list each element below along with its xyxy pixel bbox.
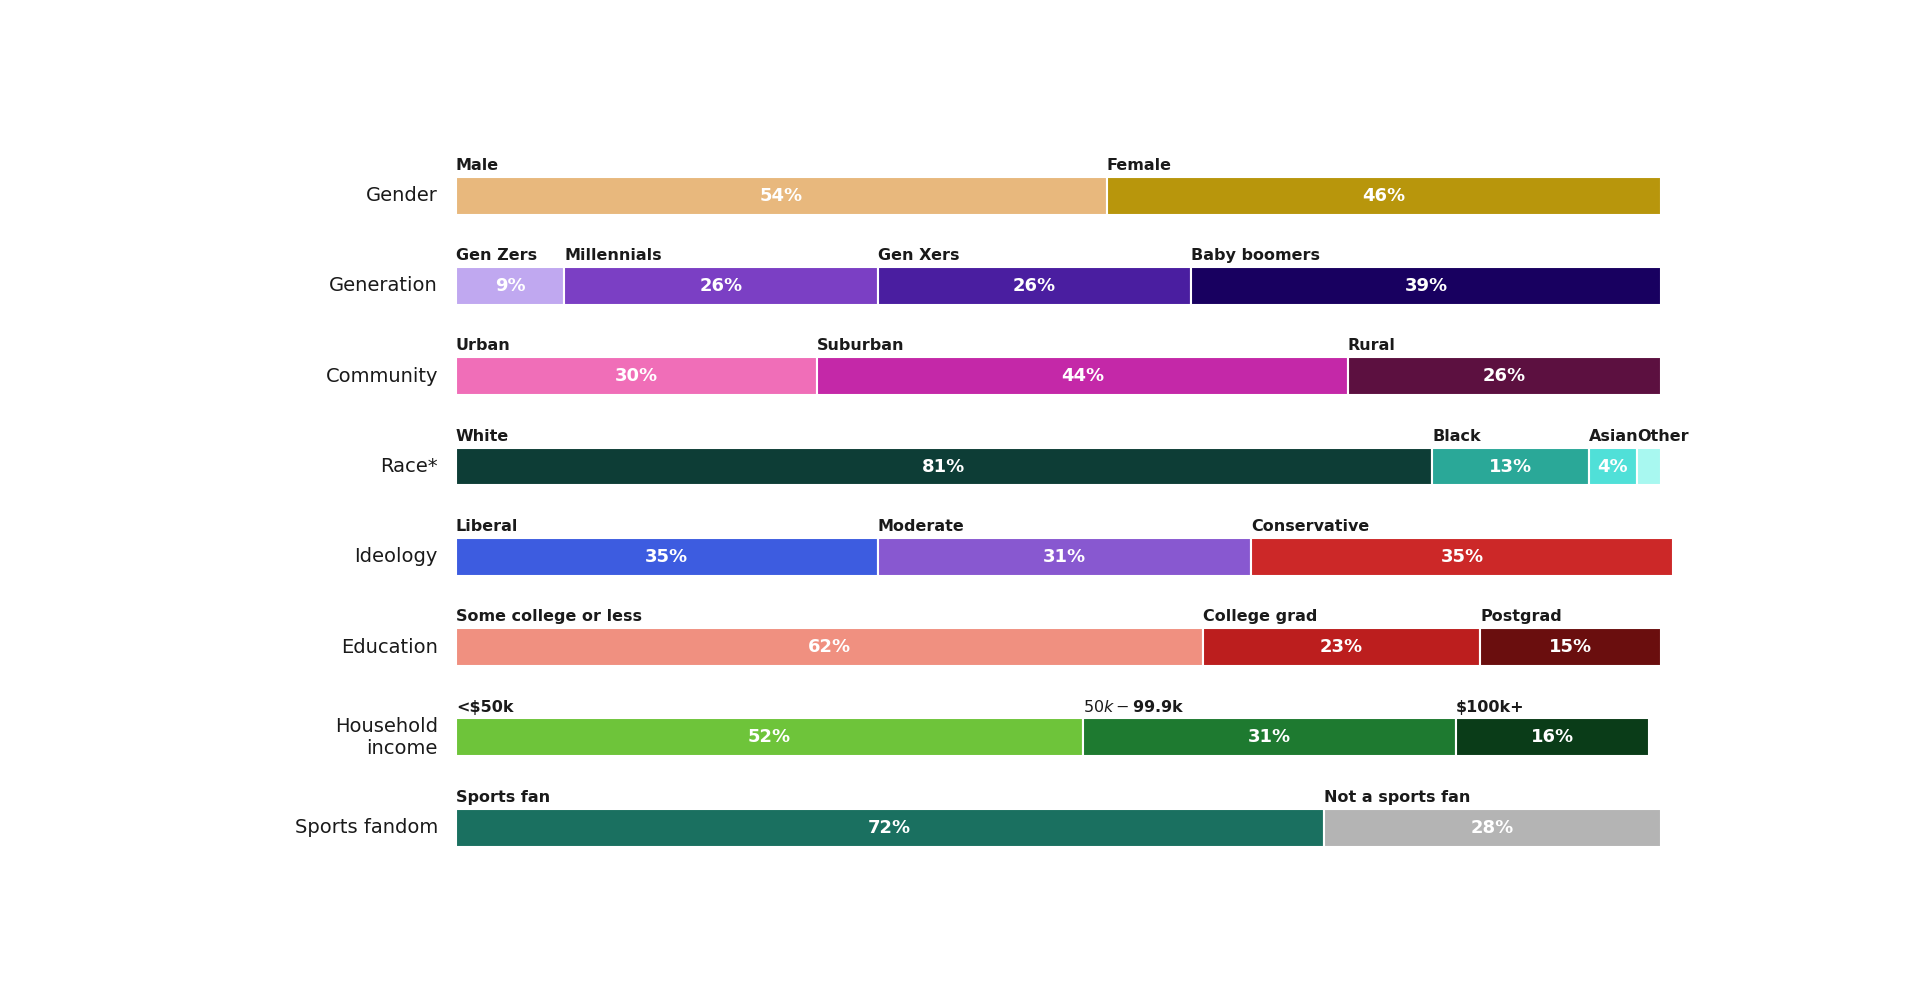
Text: Not a sports fan: Not a sports fan [1323,789,1471,805]
FancyBboxPatch shape [877,267,1190,305]
FancyBboxPatch shape [455,177,1106,215]
FancyBboxPatch shape [818,357,1348,395]
FancyBboxPatch shape [1106,177,1661,215]
Text: Other: Other [1638,429,1688,444]
FancyBboxPatch shape [1480,628,1661,666]
FancyBboxPatch shape [455,719,1083,756]
Text: Postgrad: Postgrad [1480,610,1563,625]
Text: 35%: 35% [645,548,687,566]
Text: Gen Xers: Gen Xers [877,249,960,263]
Text: White: White [455,429,509,444]
Text: College grad: College grad [1204,610,1317,625]
Text: 15%: 15% [1549,638,1592,656]
FancyBboxPatch shape [564,267,877,305]
Text: Race*: Race* [380,457,438,476]
FancyBboxPatch shape [1204,628,1480,666]
Text: 72%: 72% [868,818,912,836]
Text: Suburban: Suburban [818,338,904,353]
Text: Gen Zers: Gen Zers [455,249,538,263]
FancyBboxPatch shape [1588,447,1638,485]
FancyBboxPatch shape [455,808,1323,846]
Text: Conservative: Conservative [1252,519,1369,534]
Text: 23%: 23% [1321,638,1363,656]
Text: Education: Education [342,638,438,657]
FancyBboxPatch shape [1190,267,1661,305]
Text: <$50k: <$50k [455,700,513,715]
Text: Asian: Asian [1588,429,1638,444]
Text: Sports fan: Sports fan [455,789,549,805]
Text: Ideology: Ideology [355,547,438,566]
Text: Community: Community [324,366,438,386]
FancyBboxPatch shape [1455,719,1649,756]
Text: 30%: 30% [614,367,659,385]
Text: Liberal: Liberal [455,519,518,534]
Text: Household
income: Household income [334,717,438,757]
FancyBboxPatch shape [1348,357,1661,395]
Text: 46%: 46% [1363,187,1405,205]
FancyBboxPatch shape [455,357,818,395]
Text: Urban: Urban [455,338,511,353]
Text: Some college or less: Some college or less [455,610,641,625]
Text: 81%: 81% [922,457,966,475]
Text: 31%: 31% [1043,548,1087,566]
Text: 13%: 13% [1488,457,1532,475]
Text: 39%: 39% [1404,276,1448,295]
Text: Male: Male [455,158,499,173]
Text: Moderate: Moderate [877,519,964,534]
Text: 35%: 35% [1440,548,1484,566]
FancyBboxPatch shape [455,267,564,305]
FancyBboxPatch shape [877,538,1252,576]
FancyBboxPatch shape [1638,447,1661,485]
FancyBboxPatch shape [1323,808,1661,846]
Text: $50k-$99.9k: $50k-$99.9k [1083,699,1185,715]
Text: 9%: 9% [495,276,526,295]
FancyBboxPatch shape [1432,447,1588,485]
Text: 26%: 26% [1482,367,1526,385]
FancyBboxPatch shape [1252,538,1672,576]
FancyBboxPatch shape [1083,719,1455,756]
Text: $100k+: $100k+ [1455,700,1524,715]
Text: 54%: 54% [760,187,803,205]
Text: 28%: 28% [1471,818,1515,836]
FancyBboxPatch shape [455,538,877,576]
Text: 31%: 31% [1248,729,1290,747]
Text: 44%: 44% [1062,367,1104,385]
Text: 62%: 62% [808,638,851,656]
Text: 4%: 4% [1597,457,1628,475]
Text: 16%: 16% [1530,729,1574,747]
Text: Generation: Generation [328,276,438,295]
Text: Millennials: Millennials [564,249,662,263]
Text: 52%: 52% [747,729,791,747]
FancyBboxPatch shape [455,628,1204,666]
Text: Sports fandom: Sports fandom [294,818,438,837]
Text: Baby boomers: Baby boomers [1190,249,1319,263]
Text: Gender: Gender [367,187,438,206]
Text: Rural: Rural [1348,338,1396,353]
Text: 26%: 26% [1012,276,1056,295]
Text: 26%: 26% [699,276,743,295]
Text: Female: Female [1106,158,1171,173]
Text: Black: Black [1432,429,1480,444]
FancyBboxPatch shape [455,447,1432,485]
